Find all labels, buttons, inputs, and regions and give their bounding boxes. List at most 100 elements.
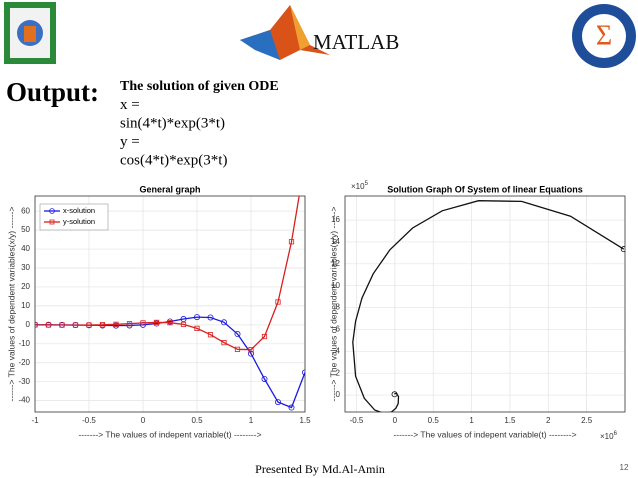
matlab-logo [240, 5, 330, 60]
marker [221, 340, 227, 346]
marker [99, 322, 106, 328]
y-tick-label: 0 [26, 320, 31, 329]
x-tick-label: 1.5 [299, 416, 311, 425]
y-tick-label: 10 [331, 281, 340, 290]
marker [261, 333, 268, 340]
marker [234, 346, 241, 352]
x-tick-label: 1.5 [504, 416, 516, 425]
x-tick-label: 0 [141, 416, 146, 425]
marker [126, 321, 133, 327]
marker [35, 322, 38, 328]
marker [261, 375, 268, 382]
marker [45, 322, 52, 328]
series-group [352, 200, 625, 412]
y-tick-label: 12 [331, 259, 340, 268]
marker [86, 322, 92, 328]
series-line [352, 200, 625, 412]
marker [180, 321, 187, 328]
x-tick-label: -0.5 [82, 416, 96, 425]
y-tick-label: 50 [21, 225, 30, 234]
marker [194, 325, 200, 331]
y-tick-label: -30 [18, 377, 30, 386]
y-tick-label: 30 [21, 263, 30, 272]
x-tick-label: -0.5 [350, 416, 364, 425]
marker [288, 404, 295, 411]
y-tick-label: 0 [336, 390, 341, 399]
x-tick-label: 1 [469, 416, 474, 425]
marker [59, 322, 65, 328]
series-group [35, 159, 307, 411]
plot-area [35, 196, 305, 412]
x-tick-label: 2 [546, 416, 551, 425]
university-logo [4, 2, 56, 64]
y-tick-label: -40 [18, 396, 30, 405]
solution-line: y = [120, 134, 140, 150]
matlab-label: MATLAB [313, 30, 399, 54]
y-tick-label: 4 [336, 346, 341, 355]
marker [193, 314, 200, 321]
y-tick-label: 10 [21, 301, 30, 310]
x-tick-label: 0 [393, 416, 398, 425]
marker [207, 332, 214, 338]
marker [140, 320, 146, 326]
exponent-power: 6 [614, 431, 618, 437]
x-tick-label: 1 [249, 416, 254, 425]
legend-marker [49, 219, 55, 225]
marker [167, 320, 173, 326]
marker [72, 322, 79, 328]
marker [275, 299, 281, 305]
output-label: Output: [6, 77, 99, 107]
chart-title: Solution Graph Of System of linear Equat… [387, 184, 583, 194]
x-exponent: ×106 [600, 431, 618, 442]
marker [220, 319, 227, 326]
marker [288, 239, 295, 245]
exponent-base: ×10 [600, 432, 614, 441]
x-tick-label: 0.5 [191, 416, 203, 425]
plot-frame [34, 195, 306, 413]
x-tick-label: 2.5 [581, 416, 593, 425]
y-axis-label: ------> The values of dependent variable… [328, 206, 338, 401]
x-axis-label: -------> The values of indepent variable… [78, 429, 261, 439]
x-tick-label: -1 [31, 416, 39, 425]
solution-line: x = [120, 97, 140, 113]
solution-line: sin(4*t)*exp(3*t) [120, 115, 225, 131]
page-number: 12 [620, 463, 629, 472]
department-logo: Σ [572, 4, 636, 68]
y-tick-label: -20 [18, 358, 30, 367]
solution-text: The solution of given ODE x = sin(4*t)*exp… [120, 79, 279, 168]
marker [113, 321, 119, 327]
marker [303, 159, 307, 163]
y-tick-label: 20 [21, 282, 30, 291]
solution-line: The solution of given ODE [120, 79, 279, 94]
y-tick-label: 6 [336, 325, 341, 334]
y-tick-label: 40 [21, 244, 30, 253]
legend-label: x-solution [63, 206, 95, 215]
marker [153, 319, 160, 326]
presenter: Presented By Md.Al-Amin [255, 462, 385, 476]
y-tick-label: 60 [21, 206, 30, 215]
marker [180, 316, 187, 323]
y-tick-label: 16 [331, 215, 340, 224]
x-axis-label: -------> The values of indepent variable… [393, 429, 576, 439]
legend-label: y-solution [63, 217, 95, 226]
exponent-power: 5 [365, 181, 369, 187]
y-tick-label: 2 [336, 368, 341, 377]
marker [234, 331, 241, 338]
legend-marker [49, 208, 55, 214]
x-tick-label: 0.5 [428, 416, 440, 425]
y-exponent: ×105 [351, 181, 369, 192]
chart-title: General graph [139, 184, 200, 194]
marker [248, 347, 254, 353]
marker [207, 314, 214, 321]
plot-frame [344, 195, 626, 413]
marker [391, 391, 398, 398]
y-tick-label: -10 [18, 339, 30, 348]
solution-line: cos(4*t)*exp(3*t) [120, 152, 227, 168]
y-tick-label: 8 [336, 303, 341, 312]
marker [247, 350, 254, 357]
y-tick-label: 14 [331, 237, 340, 246]
y-axis-label: ------> The values of dependent variable… [6, 206, 16, 401]
exponent-base: ×10 [351, 182, 365, 191]
